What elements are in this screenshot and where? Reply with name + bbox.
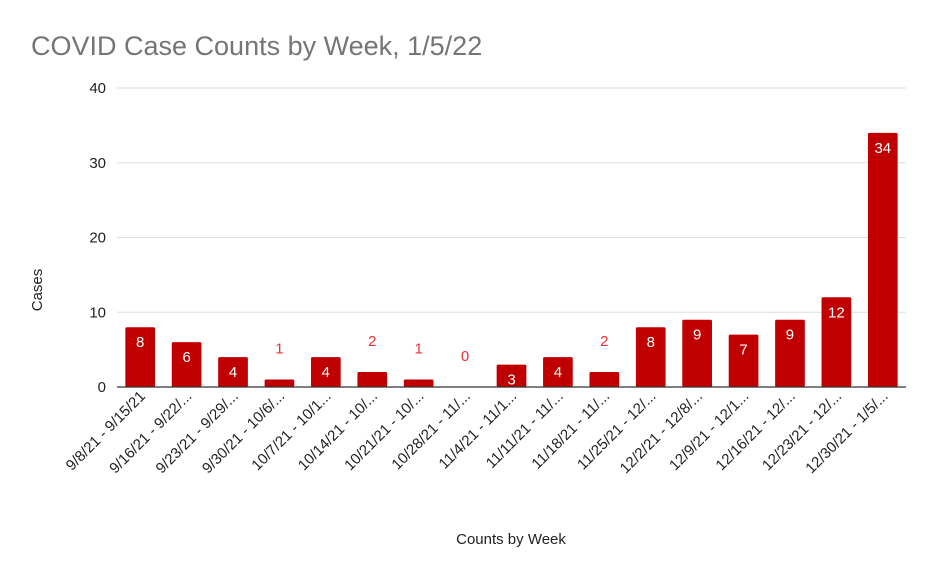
bar (635, 327, 666, 387)
y-tick-label: 10 (89, 304, 106, 321)
x-axis-title: Counts by Week (456, 531, 566, 548)
y-tick-label: 20 (89, 230, 106, 247)
data-label: 9 (786, 327, 794, 344)
bar (682, 319, 712, 387)
bar (543, 357, 573, 387)
bars (125, 132, 898, 387)
data-label: 34 (874, 140, 891, 157)
x-axis-ticks: 9/8/21 - 9/15/219/16/21 - 9/22/...9/23/2… (63, 388, 892, 477)
x-tick-label: 9/23/21 - 9/29/... (153, 388, 242, 477)
y-tick-label: 40 (89, 80, 106, 97)
data-label: 8 (136, 334, 144, 351)
x-tick-label: 9/16/21 - 9/22/... (106, 388, 195, 477)
chart-title: COVID Case Counts by Week, 1/5/22 (31, 31, 482, 61)
data-label: 9 (693, 327, 701, 344)
data-label: 1 (415, 341, 423, 358)
bar (218, 357, 248, 387)
data-label: 4 (322, 364, 330, 381)
x-tick-label: 12/23/21 - 12/... (759, 388, 845, 474)
y-axis-ticks: 0 10 20 30 40 (89, 80, 106, 396)
data-label: 6 (182, 349, 190, 366)
x-tick-label: 11/25/21 - 12/... (574, 388, 660, 474)
data-label: 8 (647, 334, 655, 351)
y-tick-label: 30 (89, 155, 106, 172)
data-label: 0 (461, 348, 469, 365)
x-tick-label: 9/30/21 - 10/6/... (199, 388, 288, 477)
data-label: 4 (554, 364, 562, 381)
x-tick-label: 12/2/21 - 12/8/... (617, 388, 706, 477)
bar (589, 372, 620, 387)
data-label: 12 (828, 304, 845, 321)
bar (125, 327, 156, 387)
y-axis-title: Cases (29, 269, 46, 312)
gridlines (117, 87, 906, 313)
x-tick-label: 12/30/21 - 1/5/... (802, 388, 891, 477)
data-label: 1 (275, 341, 283, 358)
x-tick-label: 10/21/21 - 10/... (341, 388, 427, 474)
bar (171, 342, 202, 387)
data-label: 2 (368, 333, 376, 350)
data-label: 4 (229, 364, 237, 381)
bar (775, 319, 805, 387)
x-tick-label: 9/8/21 - 9/15/21 (63, 388, 149, 474)
x-tick-label: 10/14/21 - 10/... (295, 388, 381, 474)
bar (264, 379, 295, 387)
data-label: 2 (600, 333, 608, 350)
bar (867, 132, 898, 387)
x-tick-label: 12/9/21 - 12/1... (666, 388, 752, 474)
bar (821, 297, 852, 387)
data-label: 3 (507, 372, 515, 389)
bar (728, 334, 759, 387)
data-label: 7 (739, 342, 747, 359)
bar (311, 357, 341, 387)
bar (496, 364, 527, 387)
x-tick-label: 12/16/21 - 12/... (712, 388, 798, 474)
x-tick-label: 10/7/21 - 10/1... (248, 388, 334, 474)
y-tick-label: 0 (98, 379, 106, 396)
bar (357, 372, 388, 387)
x-tick-label: 10/28/21 - 11/... (388, 388, 474, 474)
bar (403, 379, 434, 387)
